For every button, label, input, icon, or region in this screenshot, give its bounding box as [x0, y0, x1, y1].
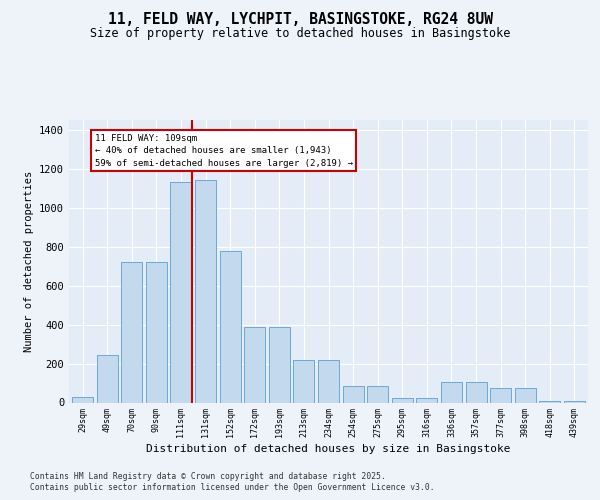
Text: Contains HM Land Registry data © Crown copyright and database right 2025.: Contains HM Land Registry data © Crown c…: [30, 472, 386, 481]
Bar: [441, 382, 462, 402]
Bar: [72, 396, 93, 402]
Bar: [293, 360, 314, 403]
Bar: [466, 382, 487, 402]
Text: 11, FELD WAY, LYCHPIT, BASINGSTOKE, RG24 8UW: 11, FELD WAY, LYCHPIT, BASINGSTOKE, RG24…: [107, 12, 493, 28]
Bar: [269, 326, 290, 402]
Bar: [195, 180, 216, 402]
Bar: [318, 360, 339, 403]
Bar: [121, 262, 142, 402]
Bar: [97, 355, 118, 403]
Bar: [539, 400, 560, 402]
Bar: [220, 250, 241, 402]
Text: Contains public sector information licensed under the Open Government Licence v3: Contains public sector information licen…: [30, 484, 434, 492]
Bar: [416, 398, 437, 402]
Bar: [343, 386, 364, 402]
Bar: [392, 398, 413, 402]
Bar: [170, 182, 191, 402]
Text: 11 FELD WAY: 109sqm
← 40% of detached houses are smaller (1,943)
59% of semi-det: 11 FELD WAY: 109sqm ← 40% of detached ho…: [95, 134, 353, 168]
Y-axis label: Number of detached properties: Number of detached properties: [23, 170, 34, 352]
Bar: [564, 400, 585, 402]
Text: Size of property relative to detached houses in Basingstoke: Size of property relative to detached ho…: [90, 28, 510, 40]
X-axis label: Distribution of detached houses by size in Basingstoke: Distribution of detached houses by size …: [146, 444, 511, 454]
Bar: [490, 388, 511, 402]
Bar: [146, 262, 167, 402]
Bar: [367, 386, 388, 402]
Bar: [244, 326, 265, 402]
Bar: [515, 388, 536, 402]
